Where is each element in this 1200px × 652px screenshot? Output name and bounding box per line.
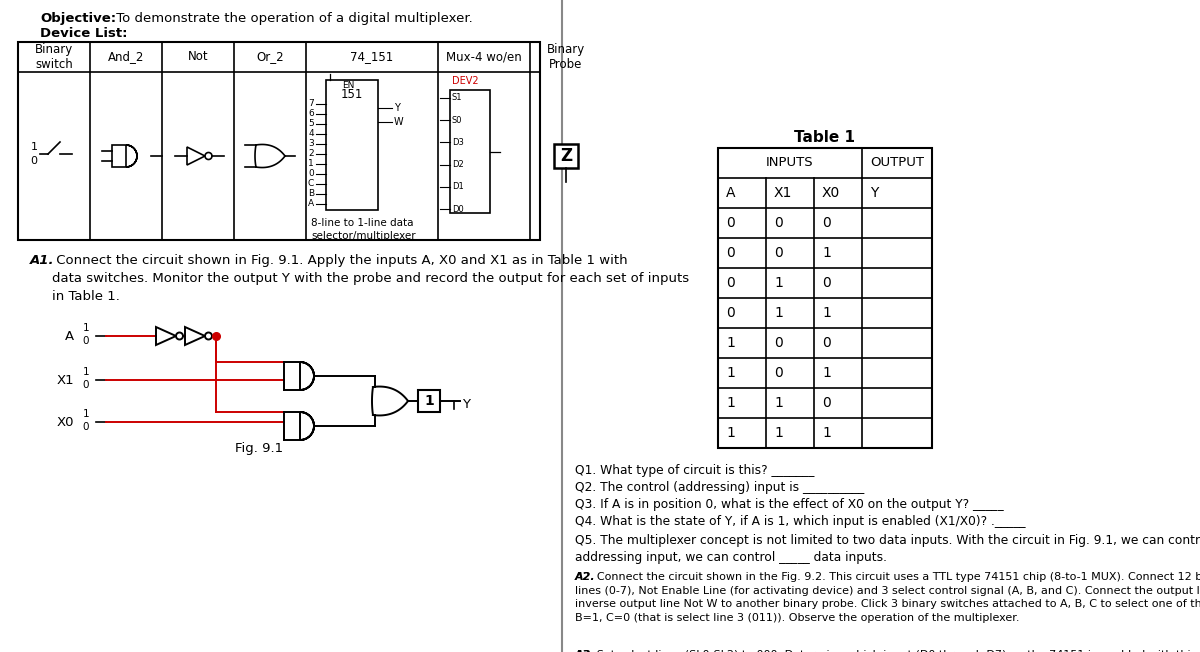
Text: 1: 1	[30, 142, 37, 152]
Text: Q2. The control (addressing) input is __________: Q2. The control (addressing) input is __…	[575, 481, 864, 494]
Text: W: W	[394, 117, 403, 127]
Text: 0: 0	[726, 246, 734, 260]
Text: OUTPUT: OUTPUT	[870, 156, 924, 170]
Bar	[718, 148, 932, 448]
Text: 0: 0	[822, 396, 830, 410]
Text: Device List:: Device List:	[40, 27, 127, 40]
Text: 0: 0	[822, 276, 830, 290]
Text: Not: Not	[187, 50, 209, 63]
Text: Objective:: Objective:	[40, 12, 116, 25]
Text: And_2: And_2	[108, 50, 144, 63]
Text: 0: 0	[774, 246, 782, 260]
Text: INPUTS: INPUTS	[766, 156, 814, 170]
Text: 1: 1	[726, 426, 734, 440]
Text: X1: X1	[774, 186, 792, 200]
Text: Q1. What type of circuit is this? _______: Q1. What type of circuit is this? ______…	[575, 464, 815, 477]
Text: Q5. The multiplexer concept is not limited to two data inputs. With the circuit : Q5. The multiplexer concept is not limit…	[575, 534, 1200, 565]
Text: X1: X1	[56, 374, 74, 387]
Text: D2: D2	[452, 160, 463, 169]
Bar	[326, 80, 378, 210]
Text: Q3. If A is in position 0, what is the effect of X0 on the output Y? _____: Q3. If A is in position 0, what is the e…	[575, 498, 1003, 511]
Text: DEV2: DEV2	[452, 76, 479, 86]
Text: A: A	[726, 186, 736, 200]
Text: Y: Y	[394, 103, 400, 113]
Text: 0: 0	[83, 380, 89, 390]
Text: 8-line to 1-line data
selector/multiplexer: 8-line to 1-line data selector/multiplex…	[311, 218, 415, 241]
Text: Mux-4 wo/en: Mux-4 wo/en	[446, 50, 522, 63]
Text: A: A	[65, 329, 74, 342]
Text: 0: 0	[726, 276, 734, 290]
Text: 1: 1	[774, 396, 782, 410]
Text: 0: 0	[83, 336, 89, 346]
Text: 1: 1	[726, 366, 734, 380]
Text: A2. Connect the circuit shown in the Fig. 9.2. This circuit uses a TTL type 7415: A2. Connect the circuit shown in the Fig…	[575, 572, 1200, 623]
Text: 0: 0	[83, 422, 89, 432]
Bar	[450, 90, 490, 213]
Bar	[112, 145, 126, 167]
Text: 0: 0	[30, 156, 37, 166]
Text: D0: D0	[452, 205, 463, 213]
Text: A3.: A3.	[575, 650, 595, 652]
Text: 0: 0	[774, 216, 782, 230]
Text: Y: Y	[462, 398, 470, 411]
Text: Fig. 9.1: Fig. 9.1	[235, 442, 283, 455]
Text: Connect the circuit shown in Fig. 9.1. Apply the inputs A, X0 and X1 as in Table: Connect the circuit shown in Fig. 9.1. A…	[52, 254, 689, 303]
Text: 0: 0	[726, 306, 734, 320]
Bar	[284, 412, 300, 440]
Text: Table 1: Table 1	[794, 130, 856, 145]
Text: 1: 1	[83, 367, 89, 377]
Text: 1: 1	[83, 323, 89, 333]
Text: 1: 1	[424, 394, 434, 408]
Bar	[418, 390, 440, 412]
Text: 1: 1	[774, 426, 782, 440]
Text: 1: 1	[822, 366, 830, 380]
Text: A: A	[308, 200, 314, 209]
Text: To demonstrate the operation of a digital multiplexer.: To demonstrate the operation of a digita…	[112, 12, 473, 25]
Text: C: C	[307, 179, 314, 188]
Text: 4: 4	[308, 130, 314, 138]
Bar	[554, 144, 578, 168]
Text: 1: 1	[308, 160, 314, 168]
Text: 1: 1	[726, 336, 734, 350]
Text: X0: X0	[56, 415, 74, 428]
Bar	[18, 42, 540, 240]
Text: Z: Z	[560, 147, 572, 165]
Text: D3: D3	[452, 138, 464, 147]
Text: Q4. What is the state of Y, if A is 1, which input is enabled (X1/X0)? ._____: Q4. What is the state of Y, if A is 1, w…	[575, 515, 1026, 528]
Text: Binary
switch: Binary switch	[35, 43, 73, 71]
Text: 0: 0	[822, 216, 830, 230]
Text: 0: 0	[822, 336, 830, 350]
Text: S1: S1	[452, 93, 462, 102]
Text: 3: 3	[308, 140, 314, 149]
Text: 1: 1	[822, 246, 830, 260]
Text: Or_2: Or_2	[256, 50, 284, 63]
Text: 2: 2	[308, 149, 314, 158]
Text: 74_151: 74_151	[350, 50, 394, 63]
Text: A2.: A2.	[575, 572, 595, 582]
Text: Binary
Probe: Binary Probe	[547, 43, 586, 71]
Text: 151: 151	[341, 89, 364, 102]
Text: 1: 1	[822, 306, 830, 320]
Bar	[284, 362, 300, 390]
Text: 6: 6	[308, 110, 314, 119]
Text: 1: 1	[774, 276, 782, 290]
Text: B: B	[308, 190, 314, 198]
Text: X0: X0	[822, 186, 840, 200]
Text: 0: 0	[308, 170, 314, 179]
Text: 1: 1	[774, 306, 782, 320]
Text: 5: 5	[308, 119, 314, 128]
Text: 0: 0	[774, 366, 782, 380]
Text: 0: 0	[726, 216, 734, 230]
Text: A1.: A1.	[30, 254, 54, 267]
Text: 0: 0	[774, 336, 782, 350]
Text: 7: 7	[308, 100, 314, 108]
Text: 1: 1	[822, 426, 830, 440]
Text: EN: EN	[342, 82, 354, 91]
Text: D1: D1	[452, 183, 463, 191]
Text: S0: S0	[452, 115, 462, 125]
Text: 1: 1	[726, 396, 734, 410]
Text: 1: 1	[83, 409, 89, 419]
Text: A3. Set select lines (SL0-SL2) to 000. Determine which input (D0 through D7) on : A3. Set select lines (SL0-SL2) to 000. D…	[575, 650, 1200, 652]
Text: Y: Y	[870, 186, 878, 200]
